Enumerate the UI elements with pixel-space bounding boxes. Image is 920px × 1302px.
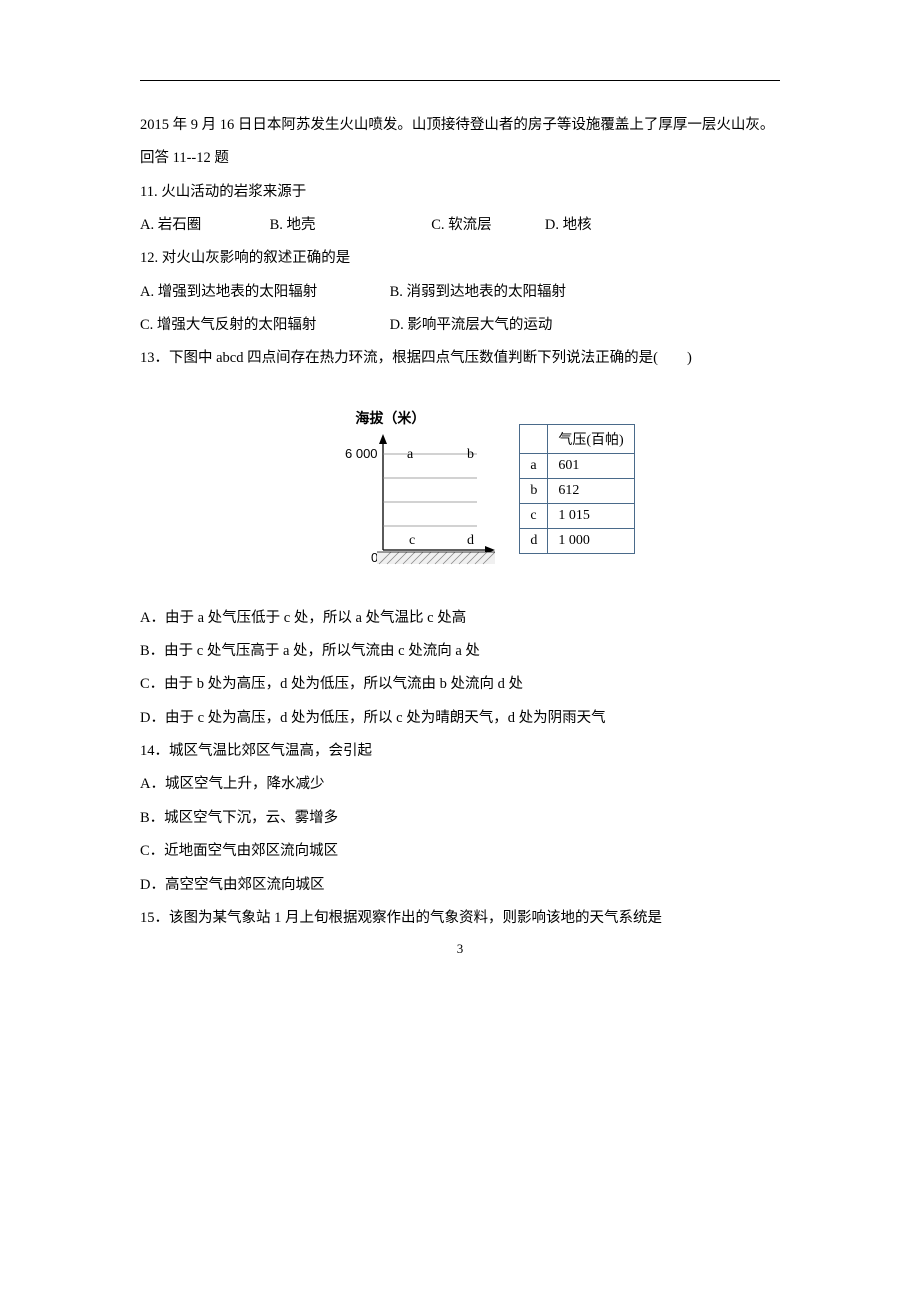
q11-opt-b: B. 地壳 xyxy=(270,209,428,242)
table-head-col: 气压(百帕) xyxy=(548,424,634,453)
table-row: c 1 015 xyxy=(520,503,634,528)
q11-opt-c: C. 软流层 xyxy=(431,209,541,242)
table-cell-key: b xyxy=(520,478,548,503)
pressure-table: 气压(百帕) a 601 b 612 c 1 015 d 1 000 xyxy=(519,424,634,554)
q11-stem: 11. 火山活动的岩浆来源于 xyxy=(140,176,780,209)
q12-opt-a: A. 增强到达地表的太阳辐射 xyxy=(140,276,386,309)
table-head-blank xyxy=(520,424,548,453)
q13-opt-a: A．由于 a 处气压低于 c 处，所以 a 处气温比 c 处高 xyxy=(140,602,780,635)
q14-opt-c: C．近地面空气由郊区流向城区 xyxy=(140,835,780,868)
q13-opt-d: D．由于 c 处为高压，d 处为低压，所以 c 处为晴朗天气，d 处为阴雨天气 xyxy=(140,702,780,735)
chart-label-b: b xyxy=(467,447,474,462)
q12-opt-d: D. 影响平流层大气的运动 xyxy=(390,309,553,342)
table-cell-key: a xyxy=(520,453,548,478)
q13-stem: 13．下图中 abcd 四点间存在热力环流，根据四点气压数值判断下列说法正确的是… xyxy=(140,342,780,375)
q12-row2: C. 增强大气反射的太阳辐射 D. 影响平流层大气的运动 xyxy=(140,309,780,342)
q14-opt-b: B．城区空气下沉，云、雾增多 xyxy=(140,802,780,835)
q11-opt-a: A. 岩石圈 xyxy=(140,209,266,242)
chart-svg: 6 000 0 a b c d xyxy=(285,430,495,570)
chart-title: 海拔（米） xyxy=(355,408,495,428)
table-cell-val: 601 xyxy=(548,453,634,478)
q14-opt-a: A．城区空气上升，降水减少 xyxy=(140,768,780,801)
chart-label-a: a xyxy=(407,447,414,462)
q12-row1: A. 增强到达地表的太阳辐射 B. 消弱到达地表的太阳辐射 xyxy=(140,276,780,309)
q12-opt-b: B. 消弱到达地表的太阳辐射 xyxy=(390,276,566,309)
q14-opt-d: D．高空空气由郊区流向城区 xyxy=(140,869,780,902)
table-row: b 612 xyxy=(520,478,634,503)
table-cell-key: c xyxy=(520,503,548,528)
q13-opt-b: B．由于 c 处气压高于 a 处，所以气流由 c 处流向 a 处 xyxy=(140,635,780,668)
q13-opt-c: C．由于 b 处为高压，d 处为低压，所以气流由 b 处流向 d 处 xyxy=(140,668,780,701)
q11-options: A. 岩石圈 B. 地壳 C. 软流层 D. 地核 xyxy=(140,209,780,242)
q12-opt-c: C. 增强大气反射的太阳辐射 xyxy=(140,309,386,342)
top-rule xyxy=(140,80,780,81)
table-row: d 1 000 xyxy=(520,528,634,553)
chart-altitude: 海拔（米） 6 000 0 a b c d xyxy=(285,408,495,570)
q11-opt-d: D. 地核 xyxy=(545,209,592,242)
q13-figure: 海拔（米） 6 000 0 a b c d xyxy=(140,408,780,570)
table-cell-key: d xyxy=(520,528,548,553)
q14-stem: 14．城区气温比郊区气温高，会引起 xyxy=(140,735,780,768)
table-cell-val: 1 015 xyxy=(548,503,634,528)
chart-label-c: c xyxy=(409,533,415,548)
chart-y-top: 6 000 xyxy=(345,446,378,461)
q12-stem: 12. 对火山灰影响的叙述正确的是 xyxy=(140,242,780,275)
table-cell-val: 1 000 xyxy=(548,528,634,553)
chart-label-d: d xyxy=(467,533,474,548)
q15-stem: 15．该图为某气象站 1 月上旬根据观察作出的气象资料，则影响该地的天气系统是 xyxy=(140,902,780,935)
table-row: a 601 xyxy=(520,453,634,478)
table-cell-val: 612 xyxy=(548,478,634,503)
intro-text: 2015 年 9 月 16 日日本阿苏发生火山喷发。山顶接待登山者的房子等设施覆… xyxy=(140,109,780,176)
page-number: 3 xyxy=(0,941,920,957)
